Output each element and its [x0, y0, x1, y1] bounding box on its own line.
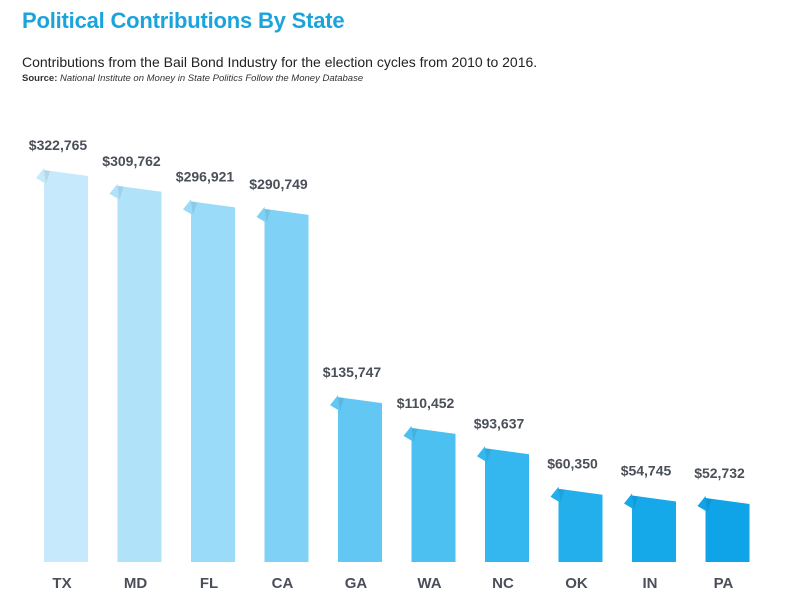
bar-fold-tx — [36, 168, 46, 184]
bar-in — [632, 495, 676, 562]
category-label-fl: FL — [200, 575, 218, 592]
value-label-md: $309,762 — [102, 153, 161, 169]
bar-shade-nc — [485, 448, 491, 463]
chart-source: Source: National Institute on Money in S… — [22, 73, 363, 84]
value-label-ok: $60,350 — [547, 456, 598, 472]
value-label-tx: $322,765 — [29, 137, 88, 153]
value-label-nc: $93,637 — [474, 415, 525, 431]
category-label-nc: NC — [492, 575, 514, 592]
bar-shade-pa — [705, 497, 712, 512]
bar-fold-ok — [550, 486, 561, 503]
category-label-md: MD — [124, 575, 147, 592]
bar-tx — [44, 170, 88, 562]
category-label-in: IN — [643, 575, 658, 592]
category-label-ga: GA — [345, 575, 368, 592]
category-label-pa: PA — [714, 575, 734, 592]
value-label-fl: $296,921 — [176, 168, 235, 184]
bar-shade-fl — [191, 201, 197, 216]
category-label-ca: CA — [272, 575, 294, 592]
bar-fold-pa — [697, 495, 708, 512]
value-label-in: $54,745 — [621, 463, 672, 479]
value-label-pa: $52,732 — [694, 465, 745, 481]
category-label-tx: TX — [52, 575, 71, 592]
bar-wa — [411, 427, 456, 562]
bar-fold-fl — [183, 199, 193, 216]
bar-fold-md — [109, 183, 120, 200]
bar-fold-in — [624, 493, 634, 510]
value-label-wa: $110,452 — [397, 395, 455, 411]
bar-md — [117, 185, 162, 562]
bar-fold-ga — [330, 395, 340, 412]
chart-subtitle: Contributions from the Bail Bond Industr… — [22, 54, 538, 70]
chart-title: Political Contributions By State — [22, 8, 345, 33]
source-text: National Institute on Money in State Pol… — [60, 73, 364, 84]
bar-fold-ca — [256, 206, 267, 223]
source-label: Source: — [22, 73, 58, 84]
bar-shade-tx — [44, 170, 50, 184]
bar-fold-wa — [403, 425, 414, 442]
bar-fl — [191, 201, 235, 562]
bar-shade-md — [117, 185, 124, 200]
bar-pa — [705, 497, 750, 562]
category-label-wa: WA — [417, 575, 441, 592]
category-label-ok: OK — [565, 575, 588, 592]
bar-fold-nc — [477, 446, 487, 463]
value-label-ga: $135,747 — [323, 364, 382, 380]
bar-shade-ok — [558, 488, 565, 503]
bar-ca — [264, 208, 309, 563]
value-label-ca: $290,749 — [249, 176, 308, 192]
bar-shade-wa — [411, 427, 418, 442]
bar-shade-in — [632, 495, 638, 510]
bar-ok — [558, 488, 603, 562]
bar-nc — [485, 448, 529, 562]
bar-ga — [338, 397, 382, 562]
bar-shade-ca — [264, 208, 271, 223]
bar-shade-ga — [338, 397, 344, 412]
